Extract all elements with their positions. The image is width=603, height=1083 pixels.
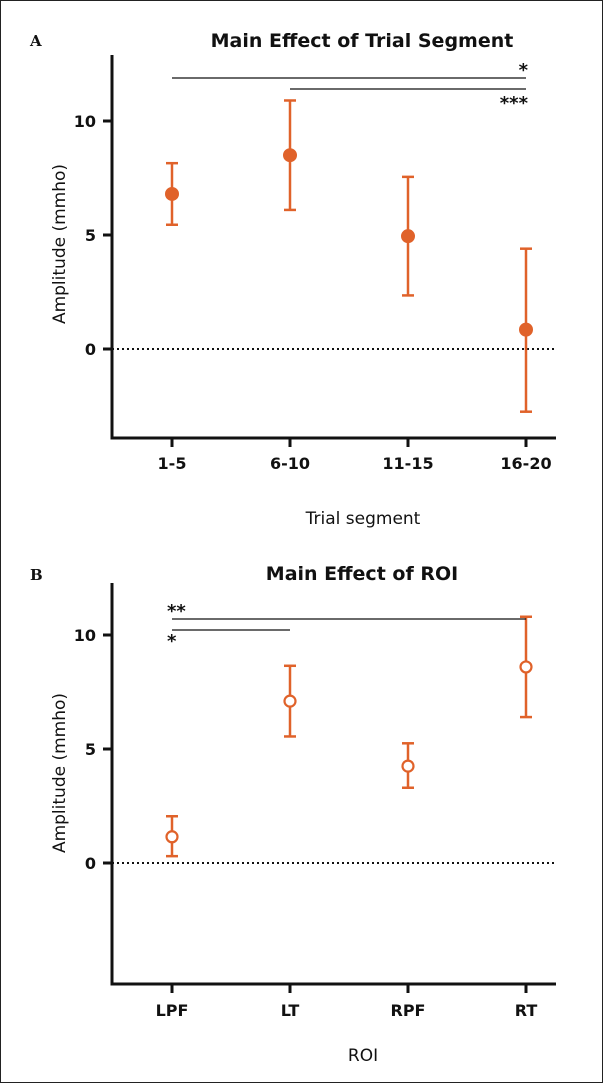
x-axis-label-a: Trial segment: [305, 509, 421, 529]
data-point-a: [519, 322, 533, 337]
data-point-b: [401, 759, 415, 773]
x-tick-label-b: LPF: [156, 1001, 189, 1020]
data-point-b: [519, 660, 533, 674]
x-tick-label-b: LT: [281, 1001, 300, 1020]
chart-title-a: Main Effect of Trial Segment: [211, 30, 514, 52]
x-axis-label-b: ROI: [348, 1046, 378, 1066]
x-tick-label-a: 16-20: [500, 454, 551, 473]
x-tick-label-a: 11-15: [382, 454, 433, 473]
y-axis-label-b: Amplitude (mmho): [50, 693, 70, 853]
data-point-a: [283, 148, 297, 163]
x-tick-label-a: 1-5: [158, 454, 187, 473]
y-tick-label-b: 10: [74, 626, 96, 645]
panel-letter-b: B: [30, 566, 43, 584]
significance-label-b: **: [167, 601, 186, 622]
panel-letter-a: A: [29, 32, 42, 50]
data-point-a: [401, 229, 415, 244]
significance-label-b: *: [167, 631, 177, 652]
data-point-a: [165, 186, 179, 201]
significance-label-a: ***: [500, 93, 529, 114]
x-tick-label-a: 6-10: [270, 454, 310, 473]
significance-label-a: *: [519, 60, 529, 81]
y-tick-label-a: 0: [85, 340, 96, 359]
y-tick-label-b: 5: [85, 740, 96, 759]
y-axis-label-a: Amplitude (mmho): [50, 164, 70, 324]
chart-title-b: Main Effect of ROI: [266, 563, 458, 585]
y-tick-label-b: 0: [85, 854, 96, 873]
data-point-b: [165, 830, 179, 844]
y-tick-label-a: 5: [85, 226, 96, 245]
panel-a: A Main Effect of Trial Segment Trial seg…: [29, 30, 556, 529]
panel-b: B Main Effect of ROI ROI Amplitude (mmho…: [30, 563, 556, 1066]
x-tick-label-b: RT: [515, 1001, 538, 1020]
y-tick-label-a: 10: [74, 112, 96, 131]
data-point-b: [283, 694, 297, 708]
x-tick-label-b: RPF: [391, 1001, 426, 1020]
